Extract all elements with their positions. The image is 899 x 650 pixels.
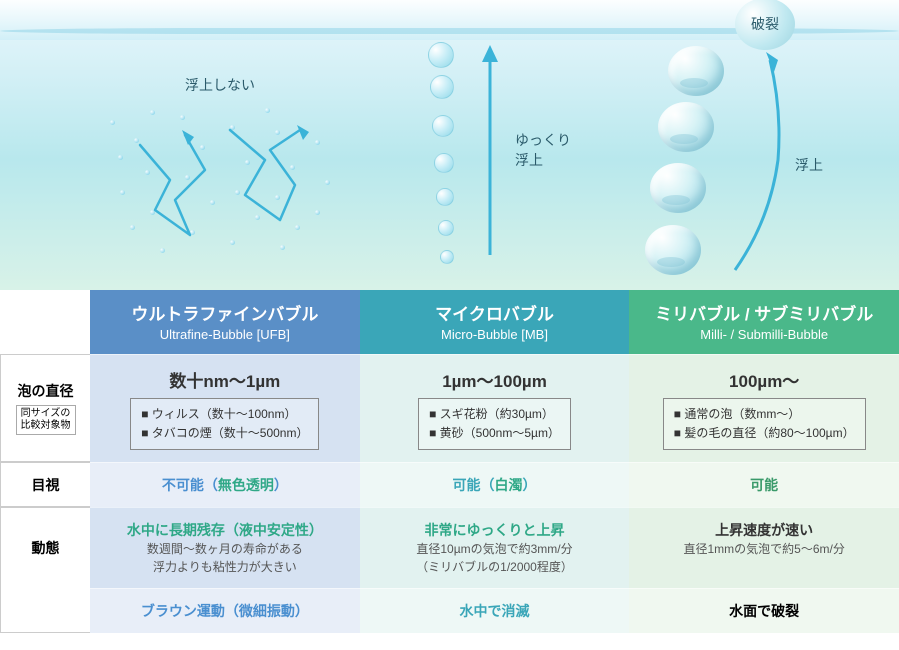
header-row: ウルトラファインバブル Ultrafine-Bubble [UFB] マイクロバ… xyxy=(0,290,899,354)
mb-label: ゆっくり 浮上 xyxy=(515,130,571,170)
cell-behavior-ufb: 水中に長期残存（液中安定性） 数週間～数ヶ月の寿命がある 浮力よりも粘性力が大き… xyxy=(90,507,360,588)
comparison-box-ufb: ■ ウィルス（数十～100nm） ■ タバコの煙（数十～500nm） xyxy=(130,398,319,450)
row-label-diameter: 泡の直径 同サイズの 比較対象物 xyxy=(0,354,90,462)
comparison-box-mb: ■ スギ花粉（約30µm） ■ 黄砂（500nm～5µm） xyxy=(418,398,571,450)
row-diameter: 泡の直径 同サイズの 比較対象物 数十nm～1µm ■ ウィルス（数十～100n… xyxy=(0,354,899,462)
milli-label: 浮上 xyxy=(795,155,823,175)
comparison-box-milli: ■ 通常の泡（数mm～） ■ 髪の毛の直径（約80～100µm） xyxy=(663,398,866,450)
mb-illustration: ゆっくり 浮上 xyxy=(380,0,620,290)
cell-behavior2-mb: 水中で消滅 xyxy=(360,588,630,633)
illustration-area: 浮上しない xyxy=(0,0,899,290)
row-label-visual: 目視 xyxy=(0,462,90,507)
row-label-behavior: 動態 xyxy=(0,507,90,588)
cell-behavior2-milli: 水面で破裂 xyxy=(629,588,899,633)
ufb-illustration: 浮上しない xyxy=(90,0,370,290)
bubble-comparison-infographic: 浮上しない xyxy=(0,0,899,633)
header-ufb: ウルトラファインバブル Ultrafine-Bubble [UFB] xyxy=(90,290,360,354)
cell-visual-milli: 可能 xyxy=(629,462,899,507)
cell-diameter-ufb: 数十nm～1µm ■ ウィルス（数十～100nm） ■ タバコの煙（数十～500… xyxy=(90,354,360,462)
row-visual: 目視 不可能（無色透明） 可能（白濁） 可能 xyxy=(0,462,899,507)
cell-visual-ufb: 不可能（無色透明） xyxy=(90,462,360,507)
cell-behavior2-ufb: ブラウン運動（微細振動） xyxy=(90,588,360,633)
slow-rise-arrow-icon xyxy=(380,0,620,290)
milli-illustration: 破裂 浮上 xyxy=(630,0,890,290)
header-mb: マイクロバブル Micro-Bubble [MB] xyxy=(360,290,630,354)
cell-visual-mb: 可能（白濁） xyxy=(360,462,630,507)
cell-behavior-milli: 上昇速度が速い 直径1mmの気泡で約5～6m/分 xyxy=(629,507,899,588)
cell-behavior-mb: 非常にゆっくりと上昇 直径10µmの気泡で約3mm/分 （ミリバブルの1/200… xyxy=(360,507,630,588)
row-behavior: 動態 水中に長期残存（液中安定性） 数週間～数ヶ月の寿命がある 浮力よりも粘性力… xyxy=(0,507,899,588)
rise-curve-arrow-icon xyxy=(630,0,890,290)
row-behavior-2: ブラウン運動（微細振動） 水中で消滅 水面で破裂 xyxy=(0,588,899,633)
cell-diameter-mb: 1µm～100µm ■ スギ花粉（約30µm） ■ 黄砂（500nm～5µm） xyxy=(360,354,630,462)
cell-diameter-milli: 100µm～ ■ 通常の泡（数mm～） ■ 髪の毛の直径（約80～100µm） xyxy=(629,354,899,462)
header-milli: ミリバブル / サブミリバブル Milli- / Submilli-Bubble xyxy=(629,290,899,354)
brownian-path-icon xyxy=(90,0,370,290)
